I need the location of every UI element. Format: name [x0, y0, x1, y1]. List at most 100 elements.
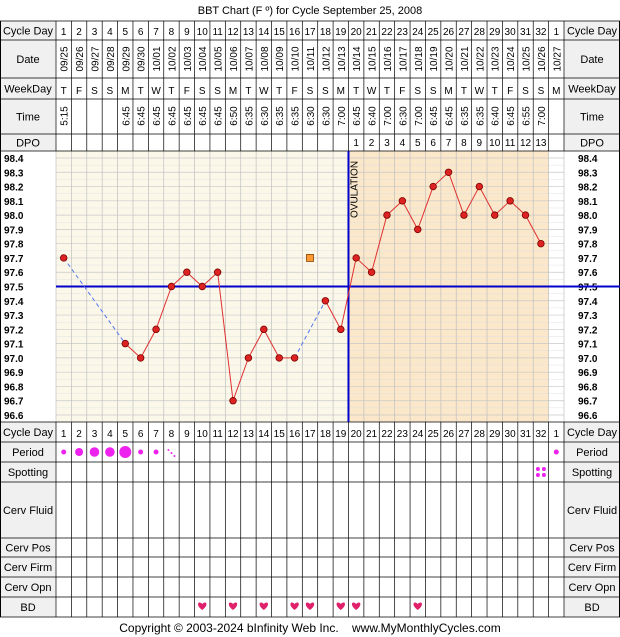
y-tick-label-right: 96.6: [578, 411, 598, 422]
cycle-day-label: 21: [366, 27, 378, 38]
date-label: 10/01: [152, 46, 163, 71]
period-dot: [119, 446, 132, 458]
date-label: 09/28: [106, 46, 117, 71]
y-tick-label-left: 98.1: [4, 197, 24, 208]
row-label-cerv_fluid: Cerv Fluid: [3, 505, 53, 517]
dpo-label: 13: [535, 138, 547, 149]
y-tick-label-right: 97.0: [578, 354, 598, 365]
cycle-day-label-bottom: 21: [366, 429, 378, 440]
date-label: 09/27: [90, 46, 101, 71]
cycle-day-label: 4: [107, 27, 113, 38]
weekday-label: S: [214, 86, 221, 97]
date-label: 10/02: [167, 46, 178, 71]
time-label: 6:40: [368, 106, 379, 126]
dpo-label: 1: [353, 138, 359, 149]
spotting-dot: [541, 467, 546, 471]
weekday-label: M: [444, 86, 452, 97]
weekday-label: T: [245, 86, 251, 97]
temp-point: [260, 325, 268, 334]
cycle-day-label: 17: [304, 27, 316, 38]
y-tick-label-right: 97.7: [578, 254, 598, 265]
dpo-label: 11: [505, 138, 516, 149]
temp-point: [491, 211, 499, 219]
cycle-day-label-bottom: 18: [320, 429, 332, 440]
date-label: 10/24: [506, 46, 517, 71]
cycle-day-label: 19: [335, 27, 347, 38]
y-tick-label-right: 97.2: [578, 325, 598, 336]
temp-line-segment: [155, 286, 172, 330]
bd-heart-icon: [290, 602, 299, 610]
cycle-day-label: 3: [92, 27, 98, 38]
row-label-bg-right-period: [564, 442, 620, 462]
dpo-label: 10: [489, 138, 501, 149]
cycle-day-label: 1: [554, 27, 560, 38]
date-label: 10/14: [352, 46, 363, 71]
cycle-day-label-bottom: 19: [335, 429, 347, 440]
time-label: 7:00: [414, 106, 425, 126]
time-label: 6:45: [167, 106, 178, 126]
date-label: 10/03: [183, 46, 194, 71]
y-tick-label-left: 98.4: [4, 154, 24, 165]
row-label-bg-right-spotting: [564, 462, 620, 482]
temp-line-segment: [525, 214, 542, 244]
row-label-bg-right-bd: [564, 597, 620, 617]
date-label: 09/29: [121, 46, 132, 71]
temp-gap-segment: [63, 257, 126, 344]
row-label-right-weekday: WeekDay: [568, 84, 616, 96]
cycle-day-label-bottom: 31: [520, 429, 532, 440]
y-tick-label-right: 96.9: [578, 368, 598, 379]
y-tick-label-right: 97.5: [578, 283, 598, 294]
cycle-day-label: 7: [153, 27, 159, 38]
temp-point: [275, 354, 283, 362]
cycle-day-label: 20: [351, 27, 363, 38]
row-label-cycle_day: Cycle Day: [3, 427, 54, 439]
period-dot: [153, 449, 159, 455]
left-axis-bg: [0, 151, 56, 422]
temp-point: [213, 268, 222, 276]
y-tick-label-right: 96.7: [578, 397, 598, 408]
y-tick-label-left: 97.3: [4, 311, 24, 322]
spotting-dot: [535, 467, 540, 471]
time-label: 7:00: [537, 106, 548, 126]
temp-line-segment: [232, 357, 249, 401]
time-label: 6:45: [183, 106, 194, 126]
temp-point: [136, 354, 145, 362]
time-label: 6:45: [198, 106, 209, 126]
cycle-day-label-bottom: 32: [535, 429, 547, 440]
cycle-day-label-bottom: 16: [289, 429, 301, 440]
cycle-day-label: 5: [122, 27, 128, 38]
period-dot: [89, 447, 100, 457]
date-label: 10/16: [383, 46, 394, 71]
cycle-day-label: 2: [76, 27, 82, 38]
date-label: 10/06: [229, 46, 240, 71]
weekday-label: W: [151, 86, 161, 97]
date-label: 10/09: [275, 46, 286, 71]
cycle-day-label: 23: [397, 27, 409, 38]
y-tick-label-right: 98.3: [578, 168, 598, 179]
cycle-day-label-bottom: 9: [184, 429, 190, 440]
cycle-day-label: 10: [197, 27, 209, 38]
weekday-label: S: [91, 86, 98, 97]
cycle-day-label-bottom: 14: [258, 429, 270, 440]
cycle-day-label-bottom: 25: [428, 429, 440, 440]
date-label: 10/25: [522, 46, 533, 71]
temp-point: [429, 182, 437, 191]
row-label-bg-spotting: [0, 462, 56, 482]
weekday-label: F: [76, 86, 82, 97]
temp-line-segment: [247, 329, 265, 359]
row-label-bg-date: [0, 40, 56, 78]
row-label-bg-cerv_opn: [0, 577, 56, 597]
cycle-day-label-bottom: 7: [153, 429, 159, 440]
y-tick-label-left: 98.3: [4, 168, 24, 179]
time-label: 6:35: [275, 106, 286, 126]
date-label: 09/26: [75, 46, 86, 71]
cycle-day-label-bottom: 22: [381, 429, 393, 440]
y-tick-label-left: 97.4: [4, 297, 24, 308]
cycle-day-label-bottom: 13: [243, 429, 255, 440]
row-label-bg-right-dpo: [564, 134, 620, 151]
bd-heart-icon: [336, 602, 345, 610]
weekday-label: S: [430, 86, 437, 97]
temp-point: [352, 254, 360, 262]
row-label-bg-right-cycle_day: [564, 21, 620, 40]
